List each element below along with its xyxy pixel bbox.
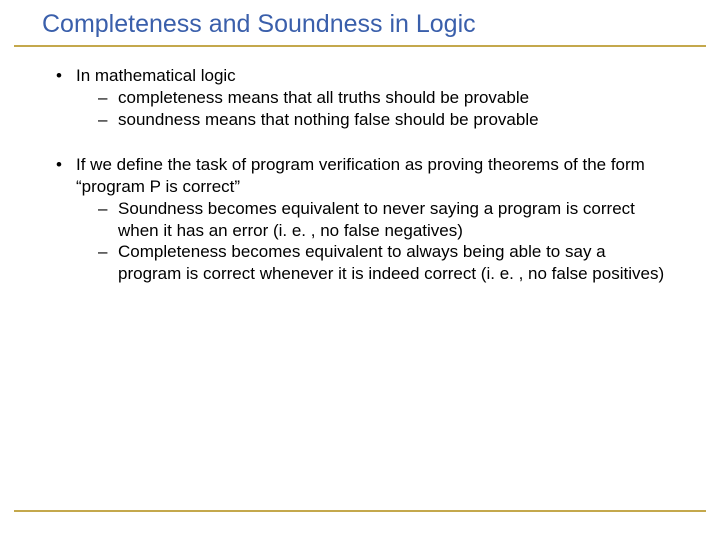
list-item: Soundness becomes equivalent to never sa… <box>96 198 666 242</box>
bullet-text: Completeness becomes equivalent to alway… <box>118 242 664 283</box>
bullet-text: Soundness becomes equivalent to never sa… <box>118 199 635 240</box>
sub-list: completeness means that all truths shoul… <box>76 87 666 131</box>
divider-bottom <box>14 510 706 512</box>
bullet-text: If we define the task of program verific… <box>76 155 645 196</box>
slide-title: Completeness and Soundness in Logic <box>0 0 720 45</box>
bullet-text: soundness means that nothing false shoul… <box>118 110 539 129</box>
list-item: If we define the task of program verific… <box>54 154 666 285</box>
bullet-text: In mathematical logic <box>76 66 236 85</box>
list-item: Completeness becomes equivalent to alway… <box>96 241 666 285</box>
list-item: In mathematical logic completeness means… <box>54 65 666 130</box>
list-item: soundness means that nothing false shoul… <box>96 109 666 131</box>
slide-body: In mathematical logic completeness means… <box>0 47 720 285</box>
bullet-list: In mathematical logic completeness means… <box>54 65 666 285</box>
bullet-text: completeness means that all truths shoul… <box>118 88 529 107</box>
sub-list: Soundness becomes equivalent to never sa… <box>76 198 666 285</box>
list-item: completeness means that all truths shoul… <box>96 87 666 109</box>
slide: Completeness and Soundness in Logic In m… <box>0 0 720 540</box>
